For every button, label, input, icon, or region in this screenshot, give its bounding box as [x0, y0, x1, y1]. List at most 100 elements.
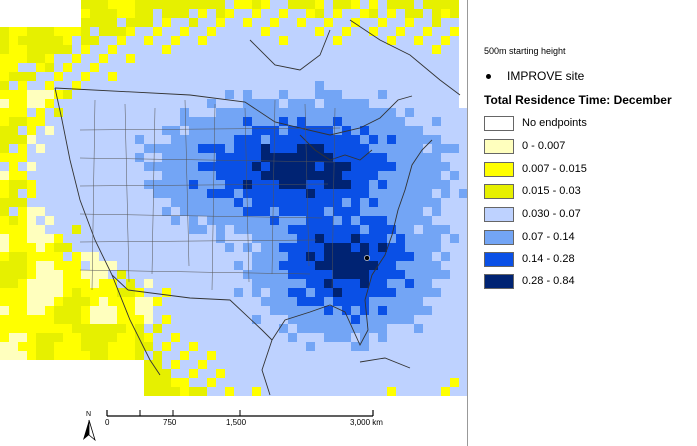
grid-cell: [27, 144, 36, 153]
boundary-line: [249, 29, 331, 71]
grid-cell: [342, 81, 351, 90]
grid-cell: [144, 387, 153, 396]
state-border: [304, 103, 310, 267]
grid-cell: [225, 369, 234, 378]
grid-cell: [234, 234, 243, 243]
grid-cell: [333, 126, 342, 135]
grid-cell: [162, 81, 171, 90]
grid-cell: [396, 0, 405, 9]
grid-cell: [189, 189, 198, 198]
grid-cell: [369, 198, 378, 207]
grid-cell: [360, 108, 369, 117]
grid-cell: [54, 162, 63, 171]
grid-cell: [423, 18, 432, 27]
grid-cell: [387, 9, 396, 18]
legend-row: 0.030 - 0.07: [484, 205, 581, 223]
grid-cell: [279, 36, 288, 45]
grid-cell: [189, 162, 198, 171]
grid-cell: [9, 162, 18, 171]
grid-cell: [27, 153, 36, 162]
grid-cell: [342, 9, 351, 18]
grid-cell: [369, 27, 378, 36]
grid-cell: [234, 297, 243, 306]
grid-cell: [135, 153, 144, 162]
grid-cell: [171, 18, 180, 27]
grid-cell: [441, 279, 450, 288]
grid-cell: [396, 261, 405, 270]
grid-cell: [180, 387, 189, 396]
grid-cell: [90, 45, 99, 54]
grid-cell: [387, 108, 396, 117]
grid-cell: [441, 153, 450, 162]
grid-cell: [225, 9, 234, 18]
grid-cell: [396, 72, 405, 81]
grid-cell: [189, 324, 198, 333]
grid-cell: [306, 279, 315, 288]
grid-cell: [144, 162, 153, 171]
grid-cell: [117, 315, 126, 324]
grid-cell: [297, 351, 306, 360]
grid-cell: [315, 99, 324, 108]
grid-cell: [315, 18, 324, 27]
grid-cell: [162, 189, 171, 198]
grid-cell: [369, 279, 378, 288]
north-arrow: N: [80, 408, 98, 442]
grid-cell: [387, 27, 396, 36]
grid-cell: [450, 225, 459, 234]
grid-cell: [288, 387, 297, 396]
grid-cell: [207, 261, 216, 270]
grid-cell: [225, 333, 234, 342]
grid-cell: [387, 297, 396, 306]
grid-cell: [432, 225, 441, 234]
grid-cell: [198, 216, 207, 225]
grid-cell: [126, 198, 135, 207]
grid-cell: [315, 306, 324, 315]
grid-cell: [0, 108, 9, 117]
legend-row: 0.14 - 0.28: [484, 250, 575, 268]
grid-cell: [225, 324, 234, 333]
grid-cell: [315, 216, 324, 225]
grid-cell: [162, 270, 171, 279]
grid-cell: [396, 162, 405, 171]
grid-cell: [270, 99, 279, 108]
grid-cell: [207, 342, 216, 351]
grid-cell: [189, 288, 198, 297]
grid-cell: [279, 288, 288, 297]
grid-cell: [441, 9, 450, 18]
grid-cell: [279, 225, 288, 234]
grid-cell: [54, 171, 63, 180]
grid-cell: [360, 162, 369, 171]
grid-cell: [441, 288, 450, 297]
grid-cell: [315, 27, 324, 36]
grid-cell: [117, 288, 126, 297]
grid-cell: [81, 18, 90, 27]
grid-cell: [0, 252, 9, 261]
grid-cell: [216, 288, 225, 297]
grid-cell: [315, 288, 324, 297]
grid-cell: [162, 369, 171, 378]
grid-cell: [189, 333, 198, 342]
grid-cell: [432, 45, 441, 54]
grid-cell: [360, 342, 369, 351]
grid-cell: [207, 162, 216, 171]
grid-cell: [162, 135, 171, 144]
grid-cell: [351, 144, 360, 153]
grid-cell: [207, 369, 216, 378]
grid-cell: [405, 387, 414, 396]
grid-cell: [324, 189, 333, 198]
grid-cell: [234, 387, 243, 396]
grid-cell: [423, 171, 432, 180]
grid-cell: [180, 108, 189, 117]
legend-swatch: [484, 273, 514, 289]
grid-cell: [207, 207, 216, 216]
grid-cell: [279, 369, 288, 378]
grid-cell: [81, 108, 90, 117]
grid-cell: [306, 261, 315, 270]
map-panel[interactable]: N 0 750 1,500 3,000 km: [0, 0, 468, 446]
grid-cell: [45, 153, 54, 162]
grid-cell: [279, 324, 288, 333]
grid-cell: [333, 225, 342, 234]
grid-cell: [234, 378, 243, 387]
grid-cell: [216, 162, 225, 171]
grid-cell: [162, 324, 171, 333]
